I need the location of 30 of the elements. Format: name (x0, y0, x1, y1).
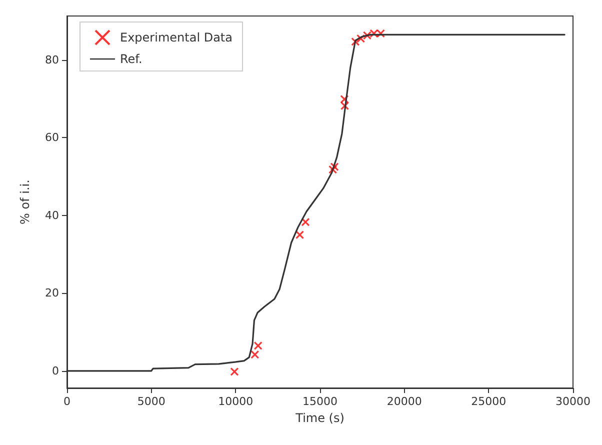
y-tick-label: 80 (45, 53, 59, 66)
y-tick-label: 40 (45, 208, 59, 222)
point (250, 350, 260, 359)
point (301, 218, 310, 226)
y-tick-label: 20 (45, 286, 59, 300)
x-tick-label: 5000 (137, 395, 166, 408)
point (351, 37, 360, 46)
x-tick-label: 20000 (386, 395, 422, 408)
point (340, 94, 349, 104)
y-tick-label: 0 (52, 364, 59, 378)
point (370, 29, 378, 38)
point (376, 29, 386, 38)
x-tick-label: 15000 (302, 395, 338, 408)
x-axis-title: Time (s) (294, 411, 344, 425)
y-axis-title: % of i.i. (18, 180, 32, 224)
point (230, 367, 239, 376)
y-tick-label: 60 (45, 131, 59, 144)
x-tick-label: 25000 (471, 395, 506, 408)
point (362, 31, 372, 40)
x-tick-label: 10000 (218, 395, 254, 408)
legend-label: Experimental Data (120, 30, 232, 44)
point (356, 34, 366, 43)
point (340, 101, 350, 110)
point (330, 162, 339, 172)
point (328, 165, 338, 174)
x-tick-label: 30000 (556, 395, 590, 408)
legend-label: Ref. (120, 52, 142, 66)
x-tick-label: 0 (64, 395, 70, 408)
point (295, 230, 304, 240)
point (254, 341, 262, 350)
